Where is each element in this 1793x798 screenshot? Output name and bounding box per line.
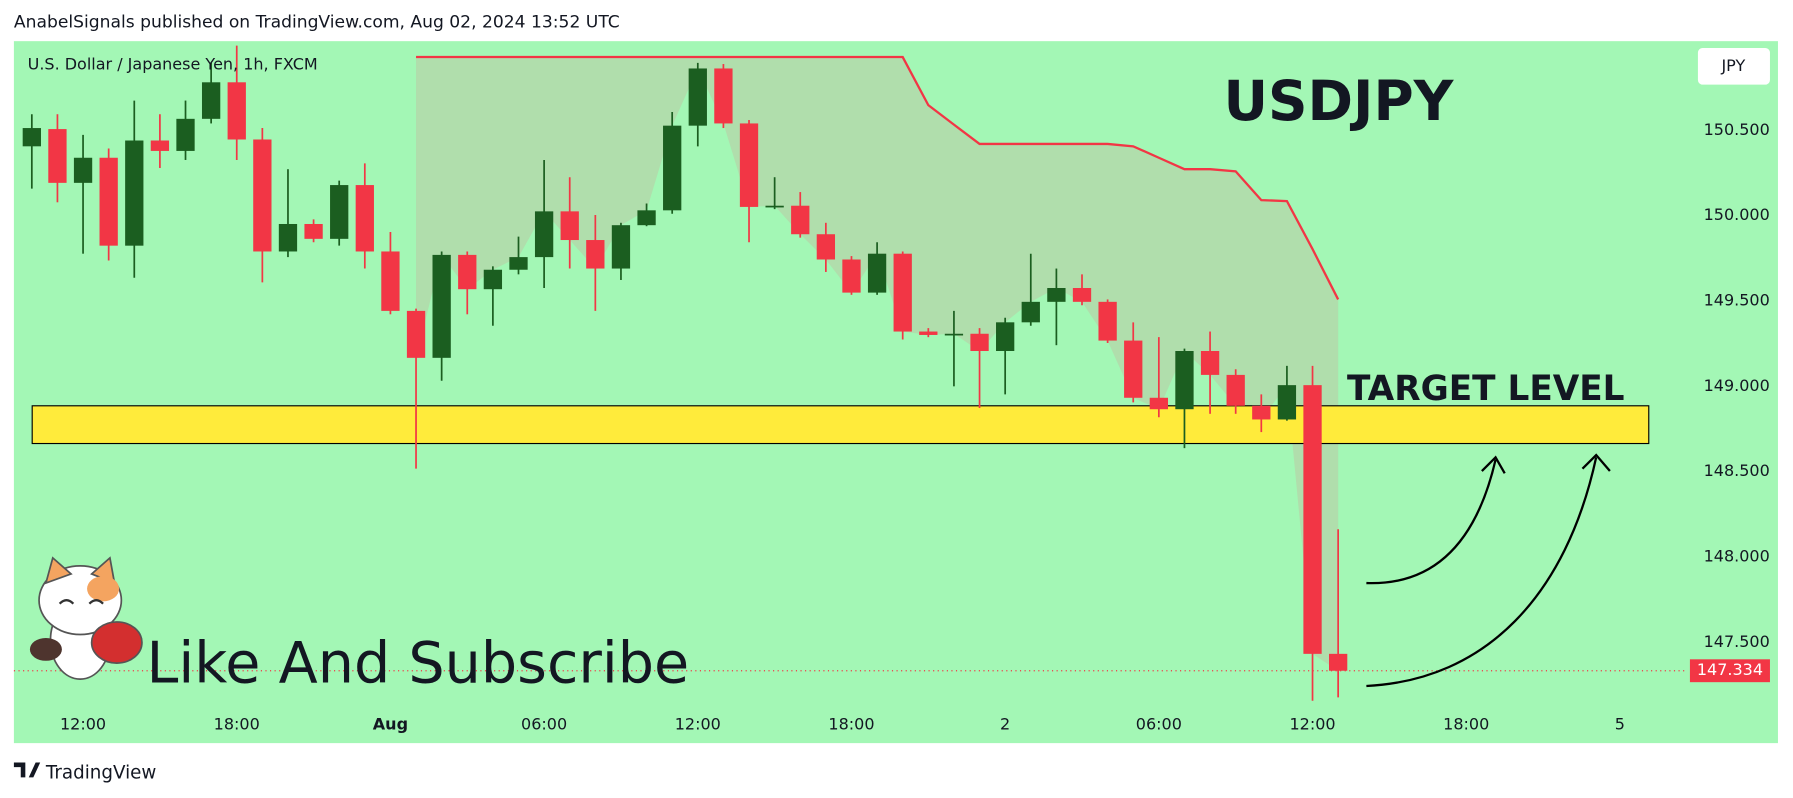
x-tick-label: 06:00 [521,714,567,733]
candle-body [48,129,67,183]
footer-brand: TradingView [45,763,157,784]
candle-body [1149,397,1168,410]
candle-body [714,68,733,124]
candle-body [355,185,374,252]
candle-body [996,322,1015,351]
x-tick-label: Aug [373,714,408,733]
candle-body [1252,405,1271,420]
candle-body [304,223,323,239]
y-tick-label: 149.000 [1704,376,1770,395]
candle-body [227,82,246,140]
y-tick-label: 150.000 [1704,205,1770,224]
candle-body [1021,301,1040,323]
candle-body [663,125,682,211]
candle-body [99,157,118,246]
target-label: TARGET LEVEL [1347,369,1625,409]
candle-body [1072,288,1092,302]
x-tick-label: 18:00 [828,714,874,733]
candle-body [432,254,451,358]
candle-body [458,254,477,290]
y-tick-label: 147.500 [1704,632,1770,651]
trend-line [416,55,1340,300]
chart-title: USDJPY [1223,69,1454,133]
publish-header: AnabelSignals published on TradingView.c… [14,12,620,32]
chart-background [13,41,1778,744]
promo-text: Like And Subscribe [147,631,690,697]
y-tick-label: 148.000 [1704,547,1770,566]
candle-body [201,82,221,119]
candle-body [637,210,656,226]
candle-body [1124,340,1143,398]
currency-box[interactable] [1697,48,1770,85]
symbol-description: U.S. Dollar / Japanese Yen, 1h, FXCM [28,55,318,74]
y-tick-label: 150.500 [1704,120,1770,139]
candle-body [944,333,964,336]
x-tick-label: 12:00 [1289,714,1335,733]
currency-label[interactable]: JPY [1720,56,1745,75]
x-tick-label: 18:00 [1443,714,1489,733]
candle-body [330,185,349,239]
candle-body [586,240,605,269]
x-tick-label: 2 [1000,714,1010,733]
candle-body [867,253,887,293]
candle-body [253,139,272,252]
x-tick-label: 12:00 [675,714,721,733]
candle-body [406,310,426,358]
candle-body [842,259,861,293]
candle-body [1200,350,1220,375]
candle-body [1047,288,1066,302]
arrows [1366,453,1611,688]
x-tick-label: 18:00 [214,714,260,733]
candle-body [176,118,195,151]
candle-body [534,211,554,258]
x-tick-label: 12:00 [60,714,106,733]
y-tick-label: 148.500 [1704,461,1770,480]
candle-body [150,140,170,151]
x-tick-label: 5 [1615,714,1625,733]
candle-body [970,333,989,351]
candle-body [611,225,631,269]
candle-body [125,140,144,246]
trend-fill [416,57,1339,671]
candle-body [22,128,41,147]
target-zone [31,405,1650,445]
candle-body [1175,350,1194,410]
candle-body [509,257,528,270]
candle-body [1303,385,1322,654]
candle-body [1098,301,1117,341]
candle-body [893,253,912,332]
candle-body [791,205,810,235]
candle-body [560,211,579,241]
x-tick-label: 06:00 [1136,714,1182,733]
candle-body [1226,374,1245,406]
tradingview-logo [13,762,41,778]
candle-body [483,269,503,290]
last-price-box [1689,659,1770,683]
y-tick-label: 149.500 [1704,290,1770,309]
candle-body [1277,385,1297,420]
candle-body [919,331,938,335]
candle-body [739,123,759,207]
candle-body [381,251,400,311]
candle-body [688,68,707,126]
mascot [29,556,143,680]
last-price-label: 147.334 [1697,660,1763,679]
candle-body [73,157,93,183]
candle-body [1328,653,1348,671]
candle-body [765,205,784,208]
candle-body [278,223,298,252]
candle-body [816,234,836,260]
